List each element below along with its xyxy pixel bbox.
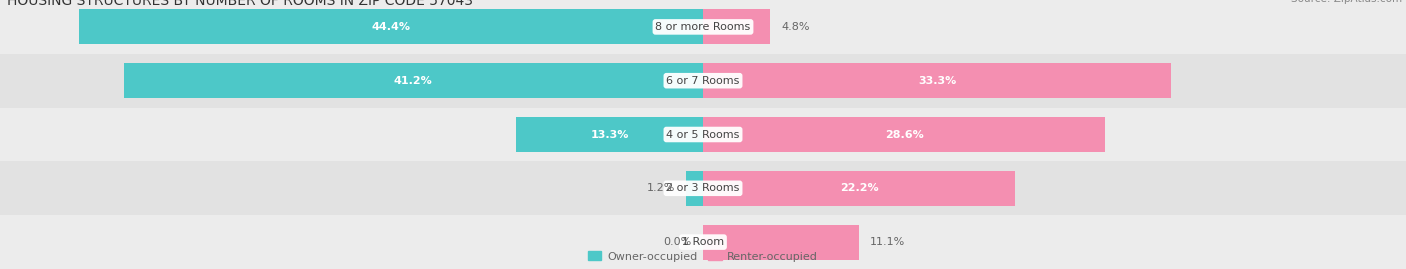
Bar (703, 171, 1015, 206)
Text: 33.3%: 33.3% (918, 76, 956, 86)
Text: 28.6%: 28.6% (884, 129, 924, 140)
Text: HOUSING STRUCTURES BY NUMBER OF ROOMS IN ZIP CODE 57043: HOUSING STRUCTURES BY NUMBER OF ROOMS IN… (7, 0, 472, 8)
Text: 4 or 5 Rooms: 4 or 5 Rooms (666, 129, 740, 140)
Bar (703, 225, 859, 260)
Bar (0, 54, 1406, 108)
Bar (0, 215, 1406, 269)
Text: 8 or more Rooms: 8 or more Rooms (655, 22, 751, 32)
Bar (516, 117, 703, 152)
Bar (703, 63, 1171, 98)
Text: 11.1%: 11.1% (870, 237, 905, 247)
Bar (79, 9, 703, 44)
Text: 2 or 3 Rooms: 2 or 3 Rooms (666, 183, 740, 193)
Text: 41.2%: 41.2% (394, 76, 433, 86)
Text: 1 Room: 1 Room (682, 237, 724, 247)
Bar (124, 63, 703, 98)
Bar (703, 9, 770, 44)
Bar (0, 108, 1406, 161)
Text: 0.0%: 0.0% (664, 237, 692, 247)
Bar (0, 161, 1406, 215)
Text: 22.2%: 22.2% (839, 183, 879, 193)
Legend: Owner-occupied, Renter-occupied: Owner-occupied, Renter-occupied (583, 247, 823, 266)
Text: 4.8%: 4.8% (782, 22, 810, 32)
Bar (703, 117, 1105, 152)
Text: 44.4%: 44.4% (371, 22, 411, 32)
Text: Source: ZipAtlas.com: Source: ZipAtlas.com (1291, 0, 1402, 3)
Text: 13.3%: 13.3% (591, 129, 628, 140)
Bar (0, 0, 1406, 54)
Bar (686, 171, 703, 206)
Text: 6 or 7 Rooms: 6 or 7 Rooms (666, 76, 740, 86)
Text: 1.2%: 1.2% (647, 183, 675, 193)
